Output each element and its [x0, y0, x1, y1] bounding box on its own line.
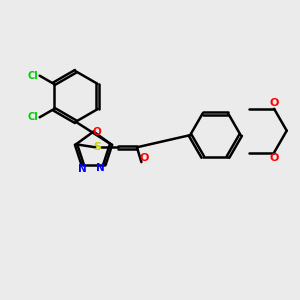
- Text: Cl: Cl: [27, 112, 38, 122]
- Text: N: N: [95, 163, 104, 173]
- Text: O: O: [269, 153, 279, 163]
- Text: O: O: [140, 153, 149, 163]
- Text: N: N: [78, 164, 87, 174]
- Text: O: O: [269, 98, 279, 109]
- Text: S: S: [93, 142, 101, 152]
- Text: O: O: [93, 127, 101, 136]
- Text: Cl: Cl: [27, 71, 38, 81]
